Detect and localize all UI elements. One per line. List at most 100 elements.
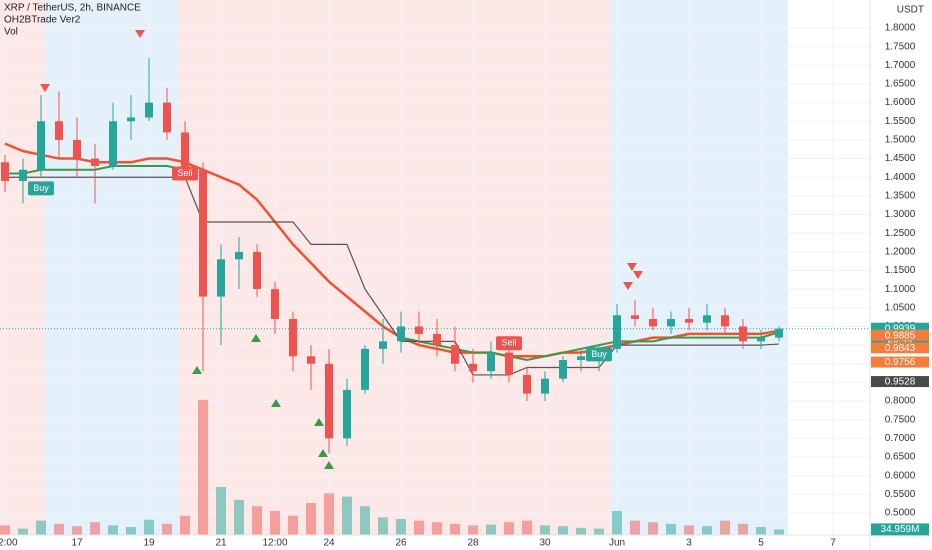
volume-bar (378, 517, 388, 535)
y-tick-label: 1.4500 (885, 153, 916, 164)
buy-triangle (318, 449, 328, 457)
candle-body (235, 251, 243, 260)
candle-body (361, 348, 369, 390)
volume-bar (324, 493, 334, 535)
indicator-line (4, 142, 780, 358)
y-tick-label: 1.6500 (885, 79, 916, 90)
volume-bar (486, 524, 496, 535)
candle-body (343, 389, 351, 439)
unit-label: USDT (897, 5, 924, 16)
y-tick-label: 1.3000 (885, 209, 916, 220)
volume-bar (576, 527, 586, 535)
candle-body (559, 360, 567, 379)
y-tick-label: 1.5500 (885, 116, 916, 127)
volume-bar (306, 503, 316, 535)
volume-bar (720, 520, 730, 535)
sell-triangle (135, 30, 145, 38)
volume-bar (630, 520, 640, 535)
candle-body (181, 132, 189, 170)
volume-bar (432, 522, 442, 535)
indicator-name: OH2BTrade Ver2 (4, 15, 81, 26)
volume-bar (756, 527, 766, 535)
volume-bar (594, 528, 604, 535)
volume-bar (396, 519, 406, 535)
x-tick-label: 17 (71, 538, 83, 549)
candle-body (541, 378, 549, 394)
y-tick-label: 1.1000 (885, 284, 916, 295)
volume-bar (738, 523, 748, 535)
volume (0, 399, 784, 535)
candle-body (271, 289, 279, 319)
signal-label-box (586, 347, 612, 362)
x-tick-label: 3 (686, 538, 692, 549)
volume-bar (414, 520, 424, 535)
candle-body (145, 102, 153, 118)
y-tick-label: 1.4000 (885, 172, 916, 183)
price-tag-label: 0.9528 (885, 377, 916, 388)
signal-label: Sell (501, 338, 516, 348)
x-tick-label: 19 (143, 538, 155, 549)
candle-body (289, 318, 297, 357)
candle-body (649, 318, 657, 327)
candle-body (415, 326, 423, 334)
price-tag-label: 0.9843 (885, 343, 916, 354)
sell-triangle (623, 282, 633, 290)
x-tick-label: 21 (215, 538, 227, 549)
volume-bar (648, 522, 658, 535)
price-tag (871, 342, 929, 354)
volume-bar (666, 523, 676, 535)
candle-body (73, 139, 81, 159)
candle-body (487, 352, 495, 372)
x-tick-label: 28 (467, 538, 479, 549)
signal-triangles (40, 30, 643, 469)
annotations: Buy Sell Sell Buy (28, 166, 612, 362)
candle-body (757, 337, 765, 342)
volume-bar (18, 528, 28, 535)
price-tag (871, 329, 929, 341)
y-tick-label: 1.2000 (885, 246, 916, 257)
candle-body (523, 374, 531, 394)
candle-body (775, 328, 783, 338)
volume-tag-label: 34.959M (881, 524, 920, 535)
candle-body (685, 318, 693, 323)
candle-body (577, 356, 585, 361)
y-tick-label: 0.5000 (885, 508, 916, 519)
volume-bar (558, 526, 568, 535)
candle-body (505, 352, 513, 375)
candle-body (217, 259, 225, 297)
candle-body (109, 121, 117, 167)
y-tick-label: 0.7500 (885, 414, 916, 425)
price-axis (870, 0, 932, 550)
y-tick-label: 0.8000 (885, 396, 916, 407)
buy-triangle (324, 461, 334, 469)
candle-body (307, 356, 315, 364)
sell-triangle (40, 84, 50, 92)
x-tick-label: 30 (539, 538, 551, 549)
bg-buy-zone (610, 0, 788, 535)
indicator-lines (4, 142, 780, 376)
bg-buy-zone (45, 0, 178, 535)
candle-body (199, 169, 207, 297)
signal-label-box (28, 181, 54, 196)
y-tick-label: 0.5500 (885, 489, 916, 500)
y-tick-label: 1.2500 (885, 228, 916, 239)
candle-body (667, 318, 675, 327)
volume-tag (871, 523, 929, 536)
candle-body (127, 117, 135, 122)
candle-body (55, 121, 63, 140)
volume-bar (360, 506, 370, 535)
candle-body (703, 315, 711, 323)
x-tick-label: 12:00 (0, 538, 18, 549)
x-tick-label: 24 (323, 538, 335, 549)
sell-triangle (633, 271, 643, 279)
x-tick-label: 12:00 (262, 538, 287, 549)
bg-sell-zone (0, 0, 45, 535)
price-axis-labels: 0.5000 0.5500 0.6000 0.6500 0.7000 0.7500 0.80… (871, 23, 929, 536)
y-tick-label: 1.5000 (885, 135, 916, 146)
volume-bar (126, 527, 136, 535)
candle-body (19, 169, 27, 181)
volume-bar (468, 525, 478, 535)
y-tick-label: 0.6000 (885, 470, 916, 481)
